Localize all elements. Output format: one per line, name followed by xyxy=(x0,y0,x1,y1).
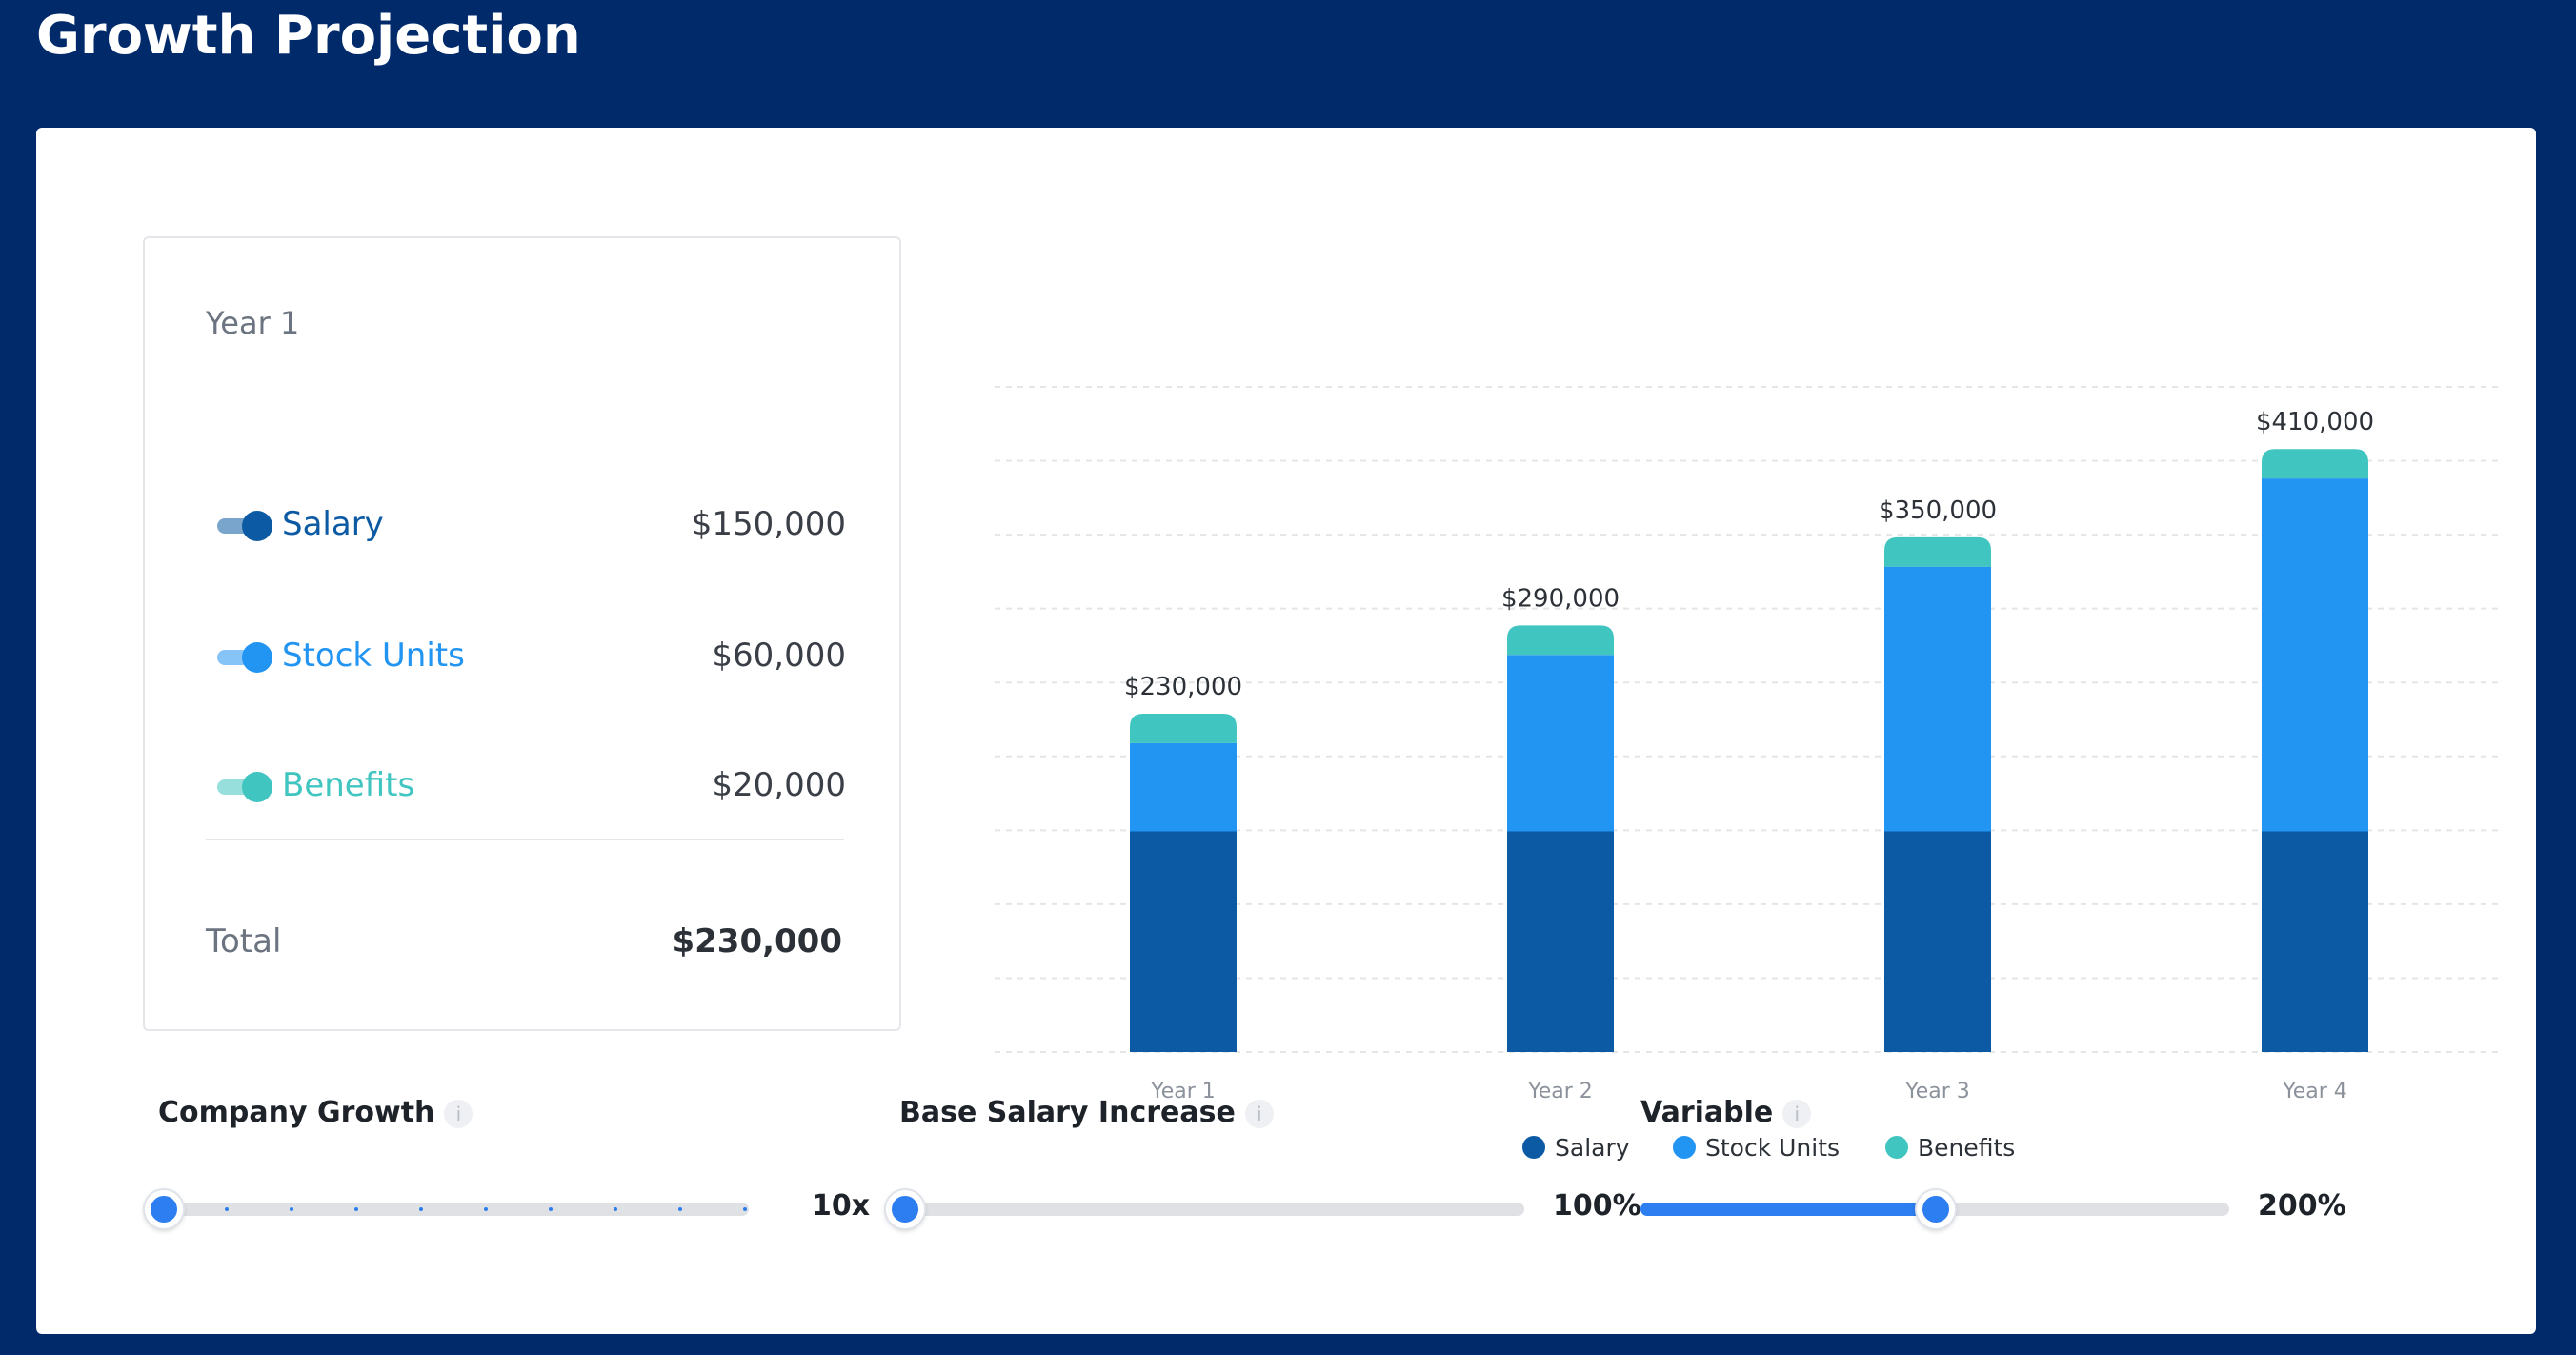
stock-units-value: $60,000 xyxy=(712,637,846,675)
projection-card: Year 1 Salary $150,000 Stock Units $60,0… xyxy=(36,128,2536,1334)
total-value: $230,000 xyxy=(672,922,842,961)
summary-row-salary: Salary $150,000 xyxy=(217,495,846,553)
tick-dot xyxy=(225,1207,229,1211)
company-growth-value: 10x xyxy=(812,1189,871,1223)
variable-fill xyxy=(1640,1203,1936,1216)
benefits-toggle[interactable] xyxy=(217,772,274,802)
base-salary-title: Base Salary Increase i xyxy=(899,1096,1274,1129)
bar-total-label: $410,000 xyxy=(2256,408,2374,436)
bar-segment-salary xyxy=(1507,831,1614,1052)
info-icon[interactable]: i xyxy=(1244,1099,1274,1128)
info-icon[interactable]: i xyxy=(1782,1099,1812,1128)
company-growth-thumb[interactable] xyxy=(145,1190,183,1228)
bar-segment-salary xyxy=(1130,831,1237,1052)
tick-dot xyxy=(743,1207,747,1211)
legend-swatch xyxy=(1522,1136,1545,1159)
year-summary-panel: Year 1 Salary $150,000 Stock Units $60,0… xyxy=(143,236,901,1031)
total-label: Total xyxy=(206,922,282,961)
legend-swatch xyxy=(1885,1136,1908,1159)
company-growth-title: Company Growth i xyxy=(158,1096,473,1129)
bar-total-label: $350,000 xyxy=(1879,496,1997,525)
tick-dot xyxy=(614,1207,617,1211)
x-tick-label: Year 4 xyxy=(2282,1080,2347,1103)
salary-label: Salary xyxy=(282,505,384,543)
variable-slider: Variable i 200% xyxy=(1640,1096,2384,1239)
variable-title: Variable i xyxy=(1640,1096,1812,1129)
legend-label: Salary xyxy=(1555,1134,1630,1162)
page-title: Growth Projection xyxy=(36,5,581,67)
legend-label: Benefits xyxy=(1918,1134,2015,1162)
bar-segment-benefits xyxy=(1507,625,1614,656)
toggle-knob xyxy=(242,772,272,802)
tick-dot xyxy=(290,1207,293,1211)
company-growth-label: Company Growth xyxy=(158,1096,435,1129)
base-salary-thumb[interactable] xyxy=(886,1190,924,1228)
legend-swatch xyxy=(1673,1136,1696,1159)
company-growth-track[interactable] xyxy=(145,1190,749,1228)
toggle-knob xyxy=(242,642,272,673)
bar-segment-salary xyxy=(2262,831,2368,1052)
bar-segment-stock-units xyxy=(1130,742,1237,832)
bar-total-label: $290,000 xyxy=(1501,584,1620,613)
variable-thumb[interactable] xyxy=(1917,1190,1955,1228)
base-salary-increase-value: 100% xyxy=(1553,1189,1641,1223)
x-tick-label: Year 2 xyxy=(1527,1080,1593,1103)
tick-dot xyxy=(678,1207,682,1211)
salary-toggle[interactable] xyxy=(217,511,274,541)
variable-value: 200% xyxy=(2258,1189,2346,1223)
base-salary-increase-slider: Base Salary Increase i 100% xyxy=(886,1096,1642,1239)
base-salary-track[interactable] xyxy=(886,1190,1524,1228)
bar-segment-stock-units xyxy=(1507,655,1614,832)
x-tick-label: Year 3 xyxy=(1904,1080,1970,1103)
bar-total-label: $230,000 xyxy=(1124,673,1242,701)
benefits-value: $20,000 xyxy=(712,766,846,804)
base-salary-increase-label: Base Salary Increase xyxy=(899,1096,1236,1129)
tick-dot xyxy=(354,1207,358,1211)
bar-segment-stock-units xyxy=(2262,478,2368,832)
x-tick-label: Year 1 xyxy=(1150,1080,1216,1103)
summary-divider xyxy=(206,839,844,840)
legend-label: Stock Units xyxy=(1705,1134,1840,1162)
tick-dot xyxy=(484,1207,488,1211)
summary-row-benefits: Benefits $20,000 xyxy=(217,757,846,814)
toggle-knob xyxy=(242,511,272,541)
stock-units-toggle[interactable] xyxy=(217,642,274,673)
bar-segment-benefits xyxy=(1884,536,1991,567)
stock-units-label: Stock Units xyxy=(282,637,465,675)
salary-value: $150,000 xyxy=(691,505,846,543)
bar-segment-salary xyxy=(1884,831,1991,1052)
variable-label: Variable xyxy=(1640,1096,1774,1129)
bar-segment-benefits xyxy=(2262,449,2368,479)
bar-segment-stock-units xyxy=(1884,566,1991,832)
company-growth-slider: Company Growth i 10x xyxy=(145,1096,882,1239)
summary-row-stock-units: Stock Units $60,000 xyxy=(217,627,846,684)
benefits-label: Benefits xyxy=(282,766,415,804)
tick-dot xyxy=(549,1207,553,1211)
variable-track[interactable] xyxy=(1640,1190,2229,1228)
bar-segment-benefits xyxy=(1130,714,1237,743)
info-icon[interactable]: i xyxy=(444,1099,473,1128)
summary-year-label: Year 1 xyxy=(206,305,300,341)
tick-dot xyxy=(419,1207,423,1211)
growth-bar-chart: $230,000 Year 1 $290,000 Year 2 $350,000 Year… xyxy=(995,386,2504,1162)
